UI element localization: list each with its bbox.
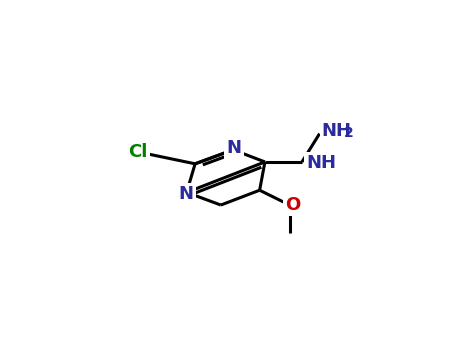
Text: N: N [178, 185, 193, 203]
Text: N: N [227, 139, 242, 158]
Text: NH: NH [321, 122, 351, 140]
Text: NH: NH [306, 154, 336, 172]
Text: O: O [285, 196, 300, 214]
Text: 2: 2 [344, 126, 354, 140]
Text: Cl: Cl [128, 144, 148, 161]
